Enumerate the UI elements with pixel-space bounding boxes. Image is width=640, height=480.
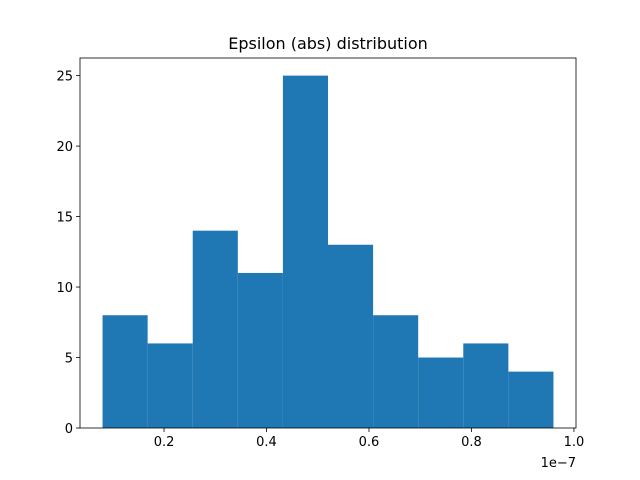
bars-group: [102, 75, 554, 428]
x-axis-offset-label: 1e−7: [541, 456, 576, 471]
histogram-bar: [418, 357, 464, 428]
y-tick-label: 25: [56, 70, 73, 85]
histogram-bar: [282, 75, 328, 428]
histogram-bar: [192, 230, 238, 428]
plot-frame: [79, 57, 577, 429]
x-tick-label: 0.6: [359, 435, 380, 450]
y-tick-label: 0: [65, 422, 73, 437]
y-tick-label: 15: [56, 211, 73, 226]
histogram-bar: [102, 315, 148, 428]
y-tick-label: 5: [65, 352, 73, 367]
y-axis-ticks: 0 5 10 15 20 25: [56, 70, 80, 437]
histogram-bar: [328, 244, 374, 428]
y-tick-label: 20: [56, 140, 73, 155]
chart-title: Epsilon (abs) distribution: [228, 34, 428, 53]
y-tick-label: 10: [56, 281, 73, 296]
histogram-bar: [373, 315, 419, 428]
x-tick-label: 0.4: [256, 435, 277, 450]
x-tick-label: 1.0: [564, 435, 585, 450]
histogram-bar: [147, 343, 193, 428]
histogram-bar: [463, 343, 509, 428]
histogram-bar: [508, 371, 554, 428]
histogram-bar: [237, 272, 283, 428]
x-axis-ticks: 0.2 0.4 0.6 0.8 1.0: [154, 428, 585, 450]
x-tick-label: 0.2: [154, 435, 175, 450]
x-tick-label: 0.8: [461, 435, 482, 450]
